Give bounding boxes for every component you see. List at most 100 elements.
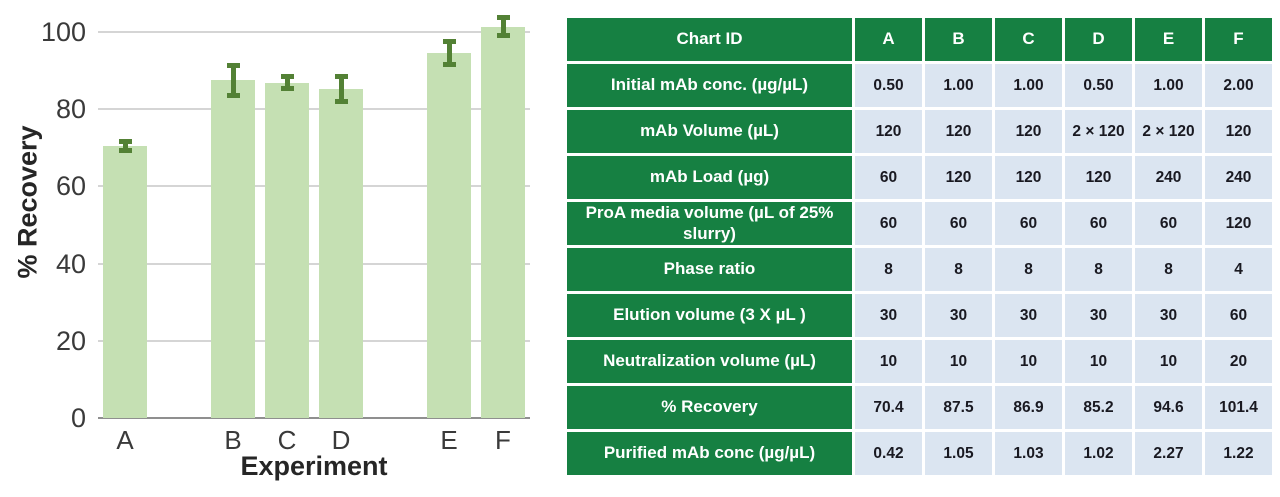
x-category-label: E bbox=[440, 425, 458, 455]
table-value-cell: 10 bbox=[1065, 340, 1132, 383]
error-bar-stem bbox=[230, 62, 236, 98]
table-value-cell: 10 bbox=[925, 340, 992, 383]
table-value-cell: 60 bbox=[855, 156, 922, 199]
row-label-cell: % Recovery bbox=[567, 386, 852, 429]
table-value-cell: 2.27 bbox=[1135, 432, 1202, 475]
table-value-cell: 120 bbox=[1205, 202, 1272, 245]
table-value-cell: 85.2 bbox=[1065, 386, 1132, 429]
table-value-cell: 60 bbox=[855, 202, 922, 245]
error-bar-cap-bottom bbox=[442, 62, 456, 68]
error-bar-cap-top bbox=[118, 139, 132, 145]
y-tick-label: 40 bbox=[55, 248, 86, 279]
table-value-cell: 120 bbox=[1205, 110, 1272, 153]
table-value-cell: 120 bbox=[925, 156, 992, 199]
table-value-cell: 1.05 bbox=[925, 432, 992, 475]
row-label-cell: Initial mAb conc. (µg/µL) bbox=[567, 64, 852, 107]
table-value-cell: 94.6 bbox=[1135, 386, 1202, 429]
table-value-cell: 8 bbox=[925, 248, 992, 291]
error-bar-cap-bottom bbox=[280, 86, 294, 92]
x-category-label: C bbox=[277, 425, 297, 455]
table-value-cell: 120 bbox=[995, 110, 1062, 153]
error-bar-cap-top bbox=[226, 62, 240, 68]
y-tick-label: 20 bbox=[55, 325, 86, 356]
gridline bbox=[98, 108, 530, 111]
table-value-cell: 1.22 bbox=[1205, 432, 1272, 475]
table-value-cell: 30 bbox=[1065, 294, 1132, 337]
table-value-cell: 70.4 bbox=[855, 386, 922, 429]
bar-E bbox=[427, 52, 471, 418]
table-value-cell: 30 bbox=[995, 294, 1062, 337]
x-axis-line bbox=[98, 417, 530, 419]
table-value-cell: 240 bbox=[1135, 156, 1202, 199]
bar-F bbox=[481, 26, 525, 418]
y-tick-label: 80 bbox=[55, 94, 86, 125]
gridline bbox=[98, 262, 530, 265]
bar-D bbox=[319, 89, 363, 418]
table-value-cell: 30 bbox=[1135, 294, 1202, 337]
x-category-label: F bbox=[495, 425, 511, 455]
error-bar-stem bbox=[446, 38, 452, 68]
x-axis-title: Experiment bbox=[240, 451, 388, 481]
table-value-cell: 8 bbox=[1065, 248, 1132, 291]
bar-C bbox=[265, 82, 309, 418]
error-bar-cap-bottom bbox=[118, 148, 132, 154]
gridline bbox=[98, 339, 530, 342]
table-value-cell: 87.5 bbox=[925, 386, 992, 429]
row-label-cell: ProA media volume (µL of 25% slurry) bbox=[567, 202, 852, 245]
table-value-cell: 2 × 120 bbox=[1065, 110, 1132, 153]
table-header-cell: E bbox=[1135, 18, 1202, 61]
error-bar-cap-top bbox=[280, 74, 294, 80]
gridline bbox=[98, 31, 530, 33]
error-bar-stem bbox=[338, 74, 344, 105]
table-value-cell: 120 bbox=[925, 110, 992, 153]
bar-A bbox=[103, 146, 147, 418]
table-value-cell: 0.42 bbox=[855, 432, 922, 475]
table-header-cell: C bbox=[995, 18, 1062, 61]
error-bar-stem bbox=[284, 74, 290, 92]
table-value-cell: 2.00 bbox=[1205, 64, 1272, 107]
table-value-cell: 8 bbox=[995, 248, 1062, 291]
table-value-cell: 2 × 120 bbox=[1135, 110, 1202, 153]
x-category-label: A bbox=[116, 425, 134, 455]
row-label-cell: mAb Load (µg) bbox=[567, 156, 852, 199]
table-value-cell: 8 bbox=[855, 248, 922, 291]
table-value-cell: 120 bbox=[1065, 156, 1132, 199]
table-value-cell: 8 bbox=[1135, 248, 1202, 291]
error-bar-cap-top bbox=[496, 15, 510, 21]
table-header-cell: D bbox=[1065, 18, 1132, 61]
row-label-cell: mAb Volume (µL) bbox=[567, 110, 852, 153]
y-tick-label: 0 bbox=[70, 403, 86, 433]
recovery-bar-chart: 0 20 40 60 80 100 A B C D E F % Recovery Experiment bbox=[0, 0, 560, 497]
table-header-cell: B bbox=[925, 18, 992, 61]
table-value-cell: 1.00 bbox=[1135, 64, 1202, 107]
row-label-cell: Neutralization volume (µL) bbox=[567, 340, 852, 383]
row-label-cell: Phase ratio bbox=[567, 248, 852, 291]
y-tick-label: 60 bbox=[55, 171, 86, 202]
table-value-cell: 1.00 bbox=[925, 64, 992, 107]
table-value-cell: 4 bbox=[1205, 248, 1272, 291]
x-category-label: D bbox=[331, 425, 351, 455]
error-bar-cap-bottom bbox=[334, 99, 348, 105]
y-tick-label: 100 bbox=[40, 17, 86, 47]
error-bar-cap-top bbox=[442, 38, 456, 44]
table-value-cell: 240 bbox=[1205, 156, 1272, 199]
row-label-cell: Purified mAb conc (µg/µL) bbox=[567, 432, 852, 475]
experiment-parameters-table: Chart ID A B C D E F Initial mAb conc. (µg/µL) 0… bbox=[567, 18, 1272, 475]
x-category-label: B bbox=[224, 425, 242, 455]
table-value-cell: 60 bbox=[1065, 202, 1132, 245]
table-header-cell: A bbox=[855, 18, 922, 61]
bar-B bbox=[211, 80, 255, 418]
table-value-cell: 86.9 bbox=[995, 386, 1062, 429]
table-value-cell: 0.50 bbox=[1065, 64, 1132, 107]
table-value-cell: 30 bbox=[925, 294, 992, 337]
table-value-cell: 1.02 bbox=[1065, 432, 1132, 475]
error-bar-cap-bottom bbox=[496, 32, 510, 38]
table-value-cell: 10 bbox=[995, 340, 1062, 383]
table-value-cell: 1.00 bbox=[995, 64, 1062, 107]
table-value-cell: 1.03 bbox=[995, 432, 1062, 475]
table-value-cell: 60 bbox=[995, 202, 1062, 245]
y-axis-title: % Recovery bbox=[12, 125, 43, 279]
error-bar-stem bbox=[500, 15, 506, 38]
row-label-cell: Elution volume (3 X µL ) bbox=[567, 294, 852, 337]
